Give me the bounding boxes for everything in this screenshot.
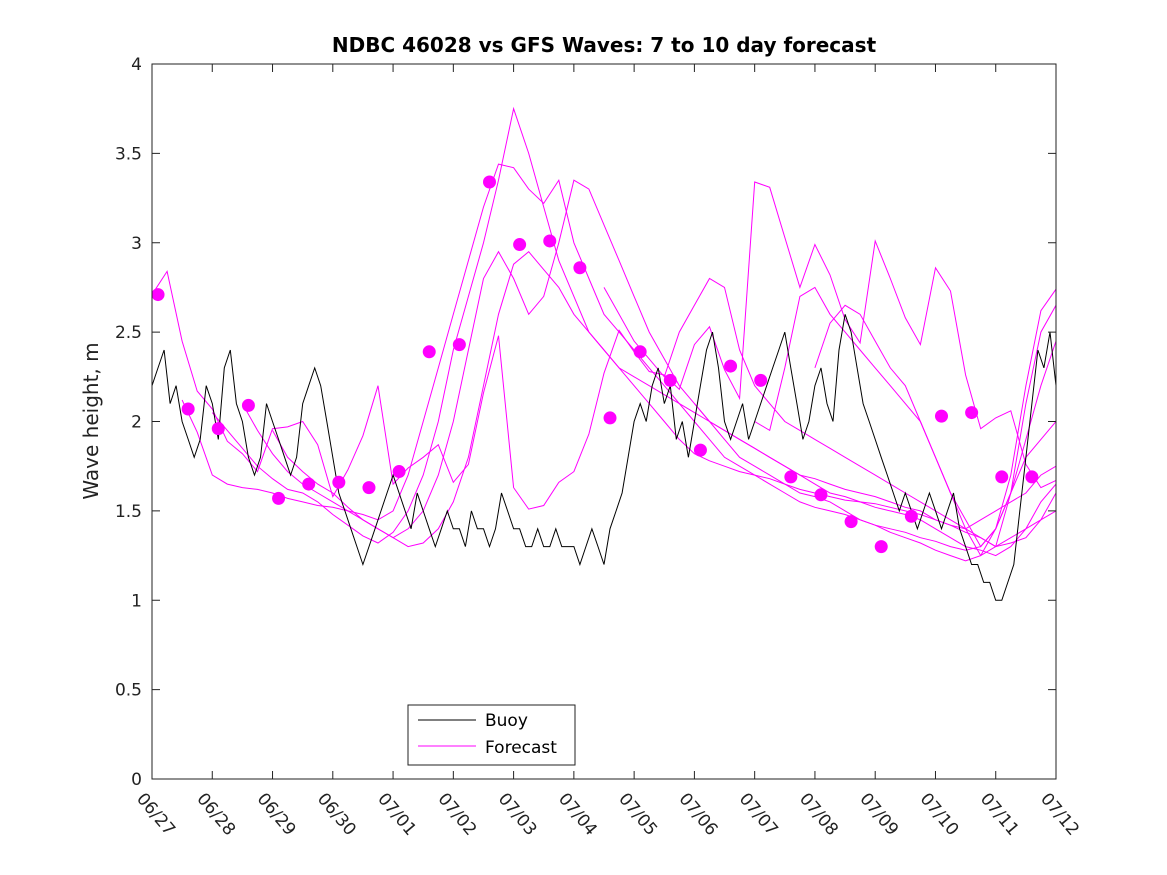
x-tick-label: 06/28 [192,789,239,839]
y-tick-label: 0 [131,770,142,790]
x-tick-label: 07/05 [614,789,661,839]
x-tick-label: 07/03 [494,789,541,839]
forecast-line [694,288,1056,562]
legend-buoy-label: Buoy [485,711,528,731]
forecast-marker [151,288,165,302]
forecast-marker [904,509,918,523]
x-tick-label: 06/30 [313,789,360,839]
y-tick-label: 2.5 [115,323,142,343]
forecast-marker [814,488,828,502]
forecast-marker [422,345,436,359]
x-tick-label: 07/02 [434,789,481,839]
forecast-marker [724,359,738,373]
forecast-lines [152,106,1056,562]
plot-area [151,106,1056,601]
forecast-marker [874,540,888,554]
forecast-marker [392,465,406,479]
forecast-marker [663,373,677,387]
forecast-marker [362,481,376,495]
forecast-marker [452,338,466,352]
y-tick-label: 3 [131,234,142,254]
forecast-marker [482,175,496,189]
forecast-marker [693,443,707,457]
x-tick-label: 07/12 [1036,789,1083,839]
forecast-marker [272,491,286,505]
forecast-marker [995,470,1009,484]
forecast-line [152,181,1056,510]
x-tick-label: 06/29 [253,789,300,839]
forecast-line [272,250,1056,557]
buoy-line [152,314,1056,601]
forecast-marker [633,345,647,359]
legend-box [407,704,576,766]
x-tick-label: 07/11 [976,789,1023,839]
buoy-line-group [152,314,1056,601]
x-tick-label: 07/08 [795,789,842,839]
chart-title: NDBC 46028 vs GFS Waves: 7 to 10 day for… [332,33,877,57]
y-tick-label: 3.5 [115,144,142,164]
y-axis: 0 0.5 1 1.5 2 2.5 3 3.5 4 [115,55,1056,790]
y-tick-label: 0.5 [115,681,142,701]
forecast-marker [181,402,195,416]
forecast-marker [211,422,225,436]
x-tick-label: 06/27 [132,789,179,839]
x-tick-label: 07/09 [855,789,902,839]
forecast-marker [543,234,557,248]
forecast-marker [844,515,858,529]
x-tick-label: 07/04 [554,789,601,839]
forecast-markers [151,175,1039,554]
forecast-line [814,304,1056,557]
forecast-marker [603,411,617,425]
forecast-marker [241,398,255,412]
forecast-marker [332,475,346,489]
forecast-marker [302,477,316,491]
x-tick-label: 07/07 [735,789,782,839]
forecast-marker [513,238,527,252]
y-axis-label: Wave height, m [79,342,103,499]
legend-forecast-label: Forecast [485,738,557,758]
y-tick-label: 1 [131,591,142,611]
x-tick-label: 07/01 [373,789,420,839]
legend: Buoy Forecast [407,704,576,766]
forecast-line [181,163,1056,551]
forecast-marker [934,409,948,423]
y-tick-label: 4 [131,55,142,75]
y-tick-label: 2 [131,413,142,433]
x-tick-label: 07/10 [916,789,963,839]
x-tick-label: 07/06 [675,789,722,839]
forecast-marker [784,470,798,484]
forecast-line [603,277,1056,548]
x-axis: 06/27 06/28 06/29 06/30 07/01 07/02 07/03 07/04… [132,64,1083,840]
y-tick-label: 1.5 [115,502,142,522]
forecast-marker [965,406,979,420]
forecast-line [754,286,1056,548]
forecast-marker [1025,470,1039,484]
forecast-marker [754,373,768,387]
forecast-marker [573,261,587,275]
